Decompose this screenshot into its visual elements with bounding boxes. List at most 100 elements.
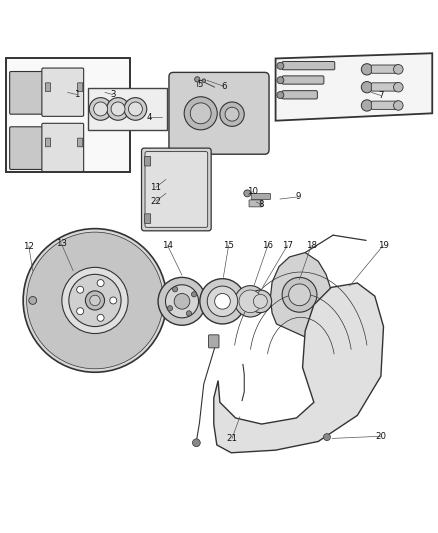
FancyBboxPatch shape — [371, 101, 399, 109]
Circle shape — [94, 102, 108, 116]
Circle shape — [194, 77, 200, 82]
Text: 11: 11 — [150, 183, 161, 192]
Circle shape — [253, 294, 267, 308]
Circle shape — [167, 305, 173, 311]
FancyBboxPatch shape — [88, 88, 167, 130]
Circle shape — [97, 280, 104, 287]
Circle shape — [289, 284, 311, 305]
Circle shape — [107, 98, 129, 120]
Text: 14: 14 — [162, 241, 173, 250]
Circle shape — [225, 107, 239, 121]
Text: 15: 15 — [223, 241, 234, 250]
Circle shape — [62, 268, 128, 334]
Text: 19: 19 — [378, 241, 389, 250]
Circle shape — [174, 294, 190, 309]
Circle shape — [158, 277, 206, 325]
Circle shape — [85, 291, 105, 310]
Text: 16: 16 — [262, 241, 273, 250]
Text: 13: 13 — [56, 239, 67, 248]
Text: 8: 8 — [258, 200, 264, 209]
Text: 1: 1 — [74, 90, 80, 99]
FancyBboxPatch shape — [6, 58, 130, 172]
FancyBboxPatch shape — [141, 148, 211, 231]
Circle shape — [361, 100, 373, 111]
Circle shape — [207, 286, 238, 317]
FancyBboxPatch shape — [208, 335, 219, 348]
FancyBboxPatch shape — [371, 83, 399, 91]
FancyBboxPatch shape — [46, 83, 50, 92]
Circle shape — [249, 290, 272, 313]
Circle shape — [166, 285, 198, 318]
Circle shape — [110, 297, 117, 304]
Circle shape — [393, 83, 403, 92]
FancyBboxPatch shape — [10, 127, 44, 169]
Circle shape — [220, 102, 244, 126]
Circle shape — [361, 82, 373, 93]
Circle shape — [173, 287, 178, 292]
FancyBboxPatch shape — [46, 138, 50, 147]
Text: 21: 21 — [226, 434, 237, 443]
Text: 9: 9 — [296, 192, 301, 201]
Circle shape — [200, 279, 245, 324]
Circle shape — [23, 229, 167, 372]
Circle shape — [393, 64, 403, 74]
Circle shape — [215, 294, 230, 309]
Text: 3: 3 — [110, 90, 116, 99]
Circle shape — [90, 295, 100, 305]
Circle shape — [277, 92, 284, 99]
Polygon shape — [214, 283, 384, 453]
FancyBboxPatch shape — [145, 214, 151, 223]
Text: 7: 7 — [378, 91, 384, 100]
Circle shape — [277, 77, 284, 84]
Circle shape — [277, 62, 284, 69]
FancyBboxPatch shape — [371, 65, 399, 73]
Text: 6: 6 — [221, 82, 226, 91]
Circle shape — [29, 296, 37, 304]
Circle shape — [192, 439, 200, 447]
FancyBboxPatch shape — [145, 151, 208, 228]
FancyBboxPatch shape — [249, 200, 262, 207]
FancyBboxPatch shape — [42, 68, 84, 116]
Polygon shape — [276, 53, 432, 120]
Text: 17: 17 — [282, 241, 293, 250]
Circle shape — [190, 103, 211, 124]
FancyBboxPatch shape — [42, 123, 84, 172]
Text: 12: 12 — [23, 241, 34, 251]
Circle shape — [69, 274, 121, 327]
Text: 18: 18 — [306, 241, 317, 250]
Circle shape — [244, 190, 251, 197]
Circle shape — [128, 102, 142, 116]
Circle shape — [184, 97, 217, 130]
FancyBboxPatch shape — [282, 76, 324, 84]
Circle shape — [186, 311, 191, 316]
Circle shape — [393, 101, 403, 110]
Circle shape — [77, 308, 84, 314]
FancyBboxPatch shape — [78, 83, 83, 92]
Circle shape — [202, 79, 205, 83]
FancyBboxPatch shape — [282, 91, 318, 99]
FancyBboxPatch shape — [282, 61, 335, 70]
Circle shape — [27, 232, 163, 369]
Circle shape — [361, 63, 373, 75]
Text: 10: 10 — [247, 187, 258, 196]
Circle shape — [191, 292, 197, 297]
Circle shape — [239, 290, 261, 313]
Text: 4: 4 — [147, 112, 152, 122]
FancyBboxPatch shape — [10, 71, 44, 114]
Circle shape — [323, 434, 330, 441]
FancyBboxPatch shape — [251, 193, 270, 199]
Text: 5: 5 — [197, 80, 203, 89]
FancyBboxPatch shape — [145, 156, 151, 166]
Polygon shape — [270, 253, 333, 337]
Text: 20: 20 — [375, 432, 386, 441]
Circle shape — [111, 102, 125, 116]
Text: 22: 22 — [150, 197, 161, 206]
Circle shape — [89, 98, 112, 120]
Circle shape — [77, 286, 84, 293]
Circle shape — [235, 286, 266, 317]
FancyBboxPatch shape — [78, 138, 83, 147]
Circle shape — [282, 277, 317, 312]
FancyBboxPatch shape — [169, 72, 269, 154]
Circle shape — [124, 98, 147, 120]
Circle shape — [97, 314, 104, 321]
